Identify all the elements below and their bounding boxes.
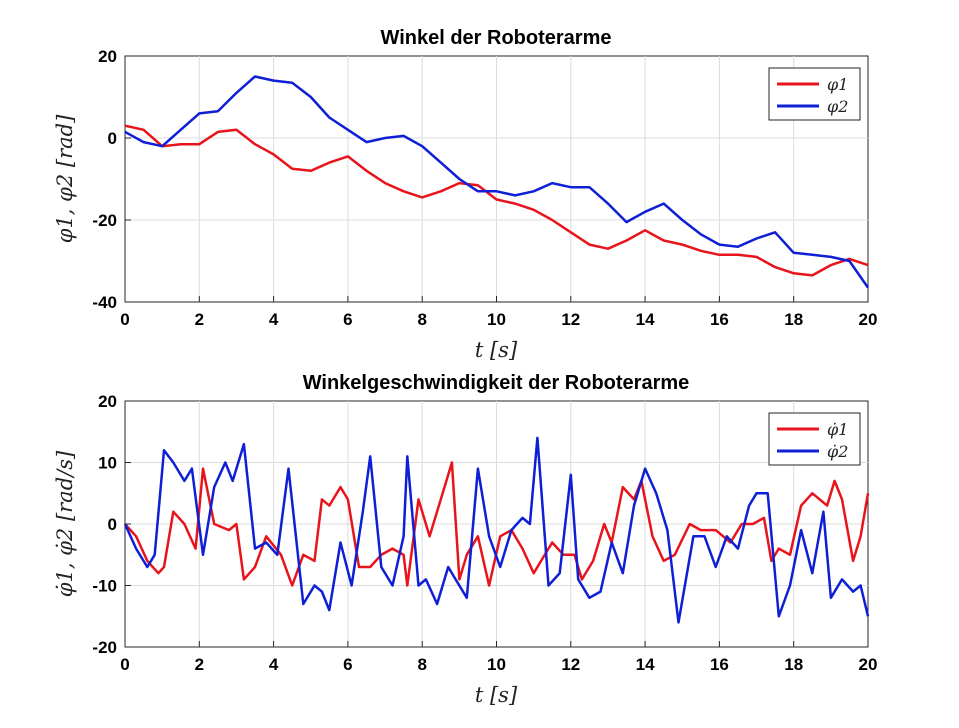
chart-title: Winkel der Roboterarme [381,27,612,49]
x-tick-label: 2 [195,310,204,329]
x-tick-label: 12 [561,310,580,329]
legend-box [768,67,861,121]
chart-angular-velocity: 0 2 4 6 8 10 12 14 16 18 20 20 10 0 -10 -20 Winkelgesch… [53,372,877,707]
x-tick-label: 2 [195,655,204,674]
series-line-1 [124,461,870,587]
y-tick-label: 10 [98,454,117,473]
y-tick-label: -10 [92,577,117,596]
legend: φ1 φ2 [768,67,861,121]
legend: φ̇1 φ̇2 [768,412,861,466]
x-tick-label: 6 [343,655,352,674]
x-tick-label: 16 [710,310,729,329]
tick-labels: 0 2 4 6 8 10 12 14 16 18 20 20 10 0 -10 -20 [92,392,877,674]
tick-labels: 0 2 4 6 8 10 12 14 16 18 20 20 0 -20 -40 [92,47,877,329]
x-tick-label: 8 [417,310,426,329]
legend-label-series-2: φ2 [827,97,848,116]
y-tick-label: 0 [108,129,117,148]
y-tick-label: -20 [92,638,117,657]
legend-label-series-1: φ1 [827,75,848,94]
x-tick-label: 8 [417,655,426,674]
x-tick-label: 10 [487,310,506,329]
y-axis-label: φ1, φ2 [rad] [53,114,77,243]
x-axis-label: t [s] [475,683,518,707]
y-axis-label: φ̇1, φ̇2 [rad/s] [53,450,77,597]
y-tick-label: 0 [108,515,117,534]
series-layer [124,75,870,289]
x-tick-label: 0 [120,655,129,674]
chart-angles: 0 2 4 6 8 10 12 14 16 18 20 20 0 -20 -40 Winkel der Ro… [53,27,877,362]
x-tick-label: 0 [120,310,129,329]
y-tick-label: -40 [92,293,117,312]
series-layer [123,436,870,624]
legend-box [768,412,861,466]
series-line-2 [123,436,870,624]
x-tick-label: 14 [636,310,655,329]
y-tick-label: 20 [98,47,117,66]
x-tick-label: 4 [269,310,279,329]
x-tick-label: 20 [859,655,878,674]
x-tick-label: 4 [269,655,279,674]
x-tick-label: 14 [636,655,655,674]
chart-title: Winkelgeschwindigkeit der Roboterarme [303,372,690,394]
x-tick-label: 12 [561,655,580,674]
series-line-1 [124,124,869,277]
x-tick-label: 20 [859,310,878,329]
y-tick-label: -20 [92,211,117,230]
x-tick-label: 18 [784,655,803,674]
x-tick-label: 6 [343,310,352,329]
series-line-2 [124,75,870,289]
x-axis-label: t [s] [475,338,518,362]
x-tick-label: 18 [784,310,803,329]
legend-label-series-2: φ̇2 [827,442,848,461]
x-tick-label: 16 [710,655,729,674]
y-tick-label: 20 [98,392,117,411]
legend-label-series-1: φ̇1 [827,420,848,439]
x-tick-label: 10 [487,655,506,674]
